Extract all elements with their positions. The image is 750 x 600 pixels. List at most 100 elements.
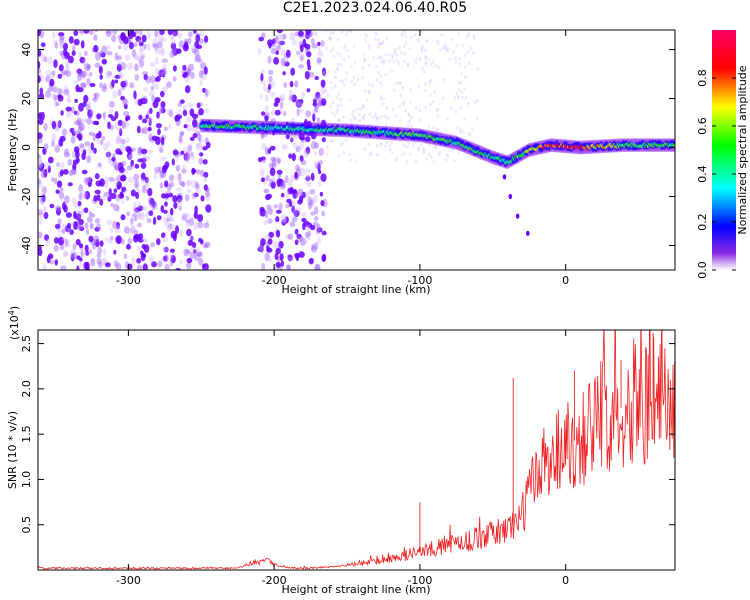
noise-dot (64, 148, 69, 156)
noise-dot (296, 166, 303, 171)
noise-dot (130, 224, 136, 233)
noise-dot (345, 71, 349, 76)
noise-dot (118, 166, 125, 173)
noise-dot (51, 177, 55, 182)
noise-dot (162, 64, 167, 73)
noise-dot (121, 122, 127, 130)
noise-dot (273, 156, 279, 162)
noise-dot (314, 142, 320, 149)
noise-dot (289, 80, 294, 88)
noise-dot (100, 52, 106, 58)
noise-dot (94, 218, 101, 224)
noise-dot (40, 53, 45, 63)
noise-dot (139, 59, 144, 68)
noise-dot (140, 55, 144, 60)
noise-dot (402, 102, 406, 107)
noise-dot (60, 265, 67, 270)
noise-dot (377, 37, 381, 42)
noise-dot (295, 164, 300, 172)
noise-dot (107, 121, 111, 130)
noise-dot (265, 235, 270, 240)
noise-dot (398, 104, 402, 109)
noise-dot (70, 249, 75, 259)
noise-dot (262, 157, 266, 164)
noise-dot (431, 99, 435, 104)
noise-dot (149, 62, 156, 68)
noise-dot (397, 61, 400, 66)
noise-dot (103, 257, 107, 264)
noise-dot (382, 58, 386, 63)
noise-dot (191, 48, 197, 54)
noise-dot (159, 30, 165, 36)
noise-dot (73, 38, 80, 46)
noise-dot (267, 238, 273, 245)
noise-dot (259, 168, 265, 177)
noise-dot (99, 240, 104, 247)
noise-dot (352, 109, 356, 113)
noise-dot (154, 202, 158, 210)
noise-dot (353, 116, 357, 121)
noise-dot (417, 118, 421, 122)
noise-dot (275, 33, 282, 40)
noise-dot (151, 261, 157, 268)
noise-dot (298, 52, 305, 61)
noise-dot (87, 64, 91, 69)
noise-dot (305, 146, 311, 155)
noise-dot (329, 48, 333, 53)
noise-dot (369, 151, 373, 155)
noise-dot (282, 55, 289, 64)
noise-dot (455, 43, 459, 48)
noise-dot (421, 146, 425, 151)
noise-dot (120, 174, 127, 182)
noise-dot (158, 34, 164, 43)
noise-dot (280, 214, 287, 223)
noise-dot (375, 117, 379, 121)
noise-dot (378, 42, 382, 46)
noise-dot (200, 195, 205, 202)
noise-dot (129, 226, 136, 235)
noise-dot (89, 110, 96, 115)
noise-dot (137, 158, 143, 163)
noise-dot (304, 70, 310, 80)
colorbar-tick-label: 0.8 (696, 69, 709, 87)
noise-dot (429, 62, 433, 67)
noise-dot (196, 52, 201, 62)
noise-dot (446, 154, 450, 158)
noise-dot (302, 38, 307, 48)
noise-dot (275, 261, 282, 268)
noise-dot (127, 155, 133, 161)
noise-dot (279, 253, 284, 261)
noise-dot (105, 151, 112, 158)
noise-dot (107, 195, 112, 202)
noise-dot (84, 63, 91, 71)
noise-dot (146, 43, 151, 52)
noise-dot (72, 45, 76, 53)
noise-dot (442, 46, 446, 51)
noise-dot (348, 98, 352, 103)
noise-dot (434, 146, 437, 150)
noise-dot (77, 73, 82, 81)
noise-dot (334, 75, 338, 80)
noise-dot (374, 32, 378, 37)
noise-dot (101, 58, 108, 65)
noise-dot (348, 152, 352, 157)
noise-dot (73, 110, 78, 115)
noise-dot (301, 212, 307, 218)
noise-dot (189, 217, 194, 226)
noise-dot (76, 133, 83, 139)
noise-dot (371, 115, 375, 119)
noise-dot (189, 136, 195, 141)
noise-dot (183, 104, 187, 111)
noise-dot (399, 81, 403, 86)
noise-dot (58, 64, 64, 72)
noise-dot (393, 47, 397, 52)
noise-dot (283, 111, 287, 117)
noise-dot (263, 84, 267, 92)
noise-dot (193, 222, 199, 231)
spectrogram-y-ticks: -40 -20 0 20 40 (20, 43, 675, 254)
noise-dot (424, 55, 428, 59)
noise-dot (280, 58, 286, 67)
noise-dot (90, 257, 95, 263)
noise-dot (128, 41, 134, 50)
